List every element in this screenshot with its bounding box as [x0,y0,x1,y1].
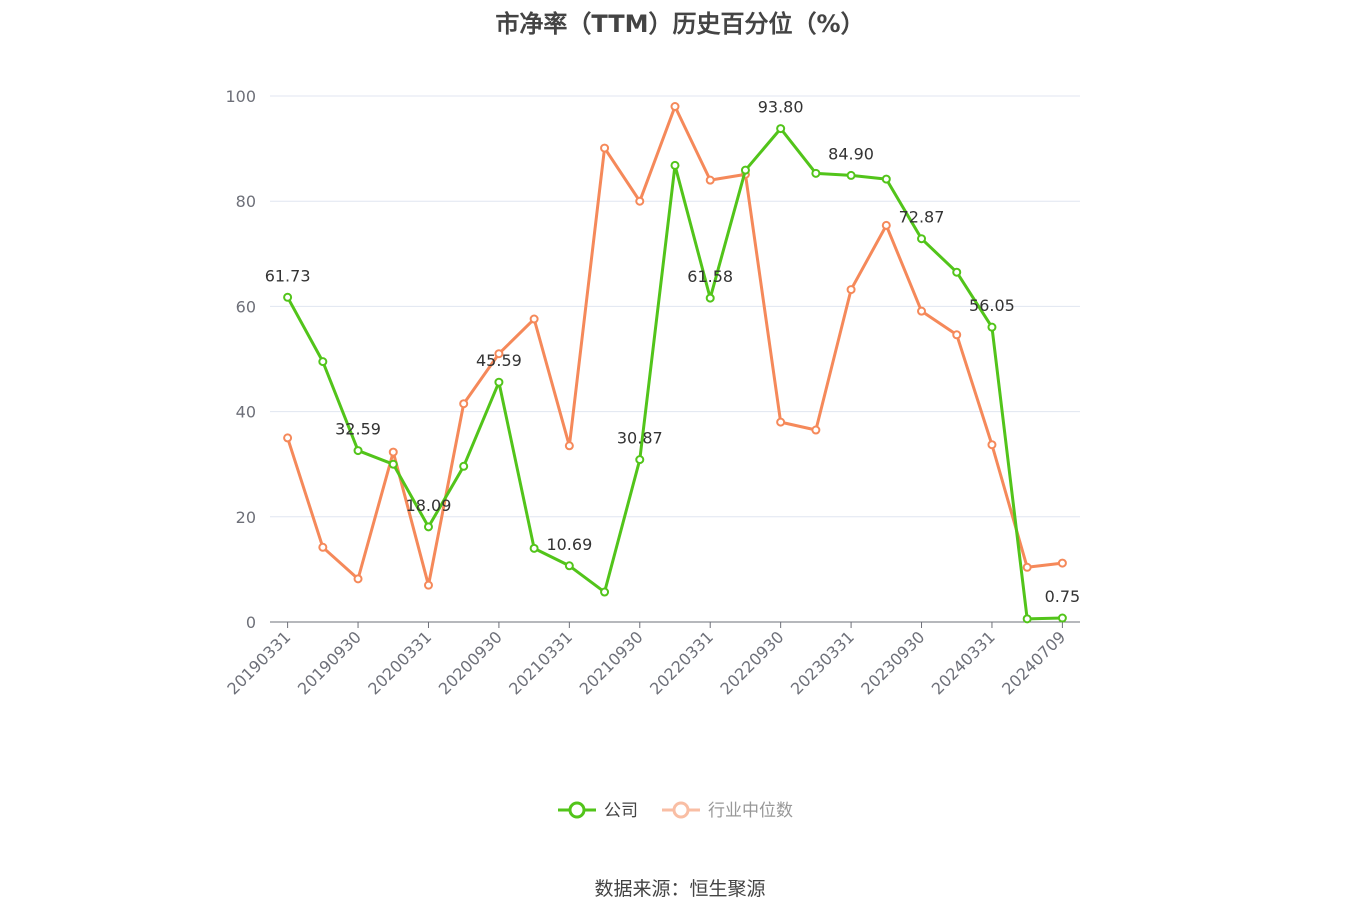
x-tick-label: 20210930 [576,627,647,698]
x-tick-label: 20190331 [223,627,294,698]
legend-item-1[interactable]: 行业中位数 [662,801,793,821]
data-point [318,357,328,367]
data-point [318,542,328,552]
data-point [811,168,821,178]
data-point [1022,614,1032,624]
data-point [952,330,962,340]
data-point [881,220,891,230]
data-point [388,447,398,457]
x-tick-label: 20220331 [646,627,717,698]
y-tick-label: 80 [236,192,256,211]
series-line-1 [286,105,1063,587]
data-point [881,174,891,184]
data-point [635,455,645,465]
data-label-layer: 61.73 32.59 18.09 45.59 10.69 30.87 61.58 93.80… [265,98,1081,606]
x-tick-label: 20240331 [928,627,999,698]
data-label: 56.05 [969,296,1015,315]
grid-layer [270,95,1080,518]
data-point [564,441,574,451]
data-point [987,322,997,332]
legend-label: 公司 [604,801,638,821]
data-point [917,234,927,244]
data-point [353,574,363,584]
data-point [529,314,539,324]
data-label: 72.87 [899,208,945,227]
data-point [494,349,504,359]
data-label: 18.09 [406,496,452,515]
data-point [846,170,856,180]
data-point [423,522,433,532]
data-point [459,399,469,409]
data-point [600,587,610,597]
source-note: 数据来源：恒生聚源 [594,878,766,900]
data-point [776,417,786,427]
x-tick-label: 20200930 [435,627,506,698]
data-point [1057,613,1067,623]
data-label: 10.69 [546,535,592,554]
data-point [459,461,469,471]
data-point [529,543,539,553]
data-point [987,440,997,450]
axis-layer: 0 20 40 60 80 100 20190331 20190930 20200331 2020… [223,87,1080,698]
data-point [776,124,786,134]
data-point [846,285,856,295]
y-tick-label: 100 [225,87,256,106]
x-tick-label: 20200331 [364,627,435,698]
data-point [705,293,715,303]
data-label: 32.59 [335,420,381,439]
data-point [670,102,680,112]
data-point [423,580,433,590]
data-point [1057,558,1067,568]
data-point [600,143,610,153]
data-label: 84.90 [828,144,874,163]
data-label: 30.87 [617,429,663,448]
x-tick-label: 20190930 [294,627,365,698]
data-point [635,196,645,206]
data-point [952,267,962,277]
data-label: 61.73 [265,266,311,285]
data-point [388,459,398,469]
legend-marker [568,801,586,819]
chart-title: 市净率（TTM）历史百分位（%） [495,10,865,38]
data-point [740,165,750,175]
series-layer [283,102,1067,624]
data-label: 93.80 [758,98,804,117]
data-point [283,292,293,302]
data-point [1022,562,1032,572]
legend[interactable]: 公司 行业中位数 [558,801,793,821]
x-tick-label: 20220930 [716,627,787,698]
y-tick-label: 20 [236,508,256,527]
x-tick-label: 20210331 [505,627,576,698]
data-point [564,561,574,571]
data-point [494,377,504,387]
legend-item-0[interactable]: 公司 [558,801,638,821]
x-tick-label: 20230930 [857,627,928,698]
series-line-0 [286,127,1063,621]
legend-label: 行业中位数 [708,801,793,821]
data-point [917,306,927,316]
y-tick-label: 0 [246,613,256,632]
data-point [353,446,363,456]
data-point [670,160,680,170]
data-label: 61.58 [687,267,733,286]
data-point [705,175,715,185]
x-tick-label: 20240709 [998,627,1069,698]
data-label: 0.75 [1045,587,1081,606]
legend-marker [672,801,690,819]
data-label: 45.59 [476,351,522,370]
x-tick-label: 20230331 [787,627,858,698]
data-point [811,425,821,435]
y-tick-label: 60 [236,297,256,316]
data-point [283,433,293,443]
y-tick-label: 40 [236,403,256,422]
